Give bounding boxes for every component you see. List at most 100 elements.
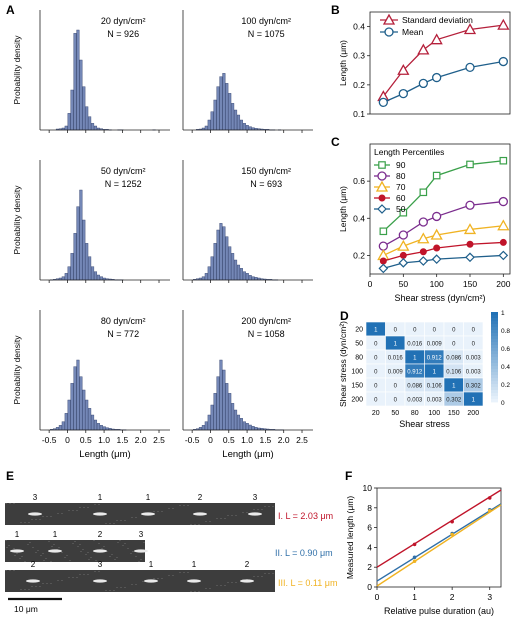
image-noise <box>50 516 52 517</box>
fluorescent-spot <box>187 579 201 583</box>
histogram-bar <box>222 73 226 131</box>
data-point <box>399 208 408 217</box>
data-point <box>418 256 429 266</box>
image-noise <box>98 571 100 572</box>
plot-frame <box>369 143 511 275</box>
histogram-bar <box>79 376 83 431</box>
strip-caption: III. L = 0.11 μm <box>278 578 337 588</box>
colorbar-step <box>491 390 498 394</box>
histogram-bar <box>85 399 89 431</box>
image-strip-3: 2 3 1 1 2 III. L = 0.11 μm <box>5 560 337 592</box>
histogram-bar <box>228 393 232 431</box>
image-noise <box>119 540 121 541</box>
image-noise <box>94 504 96 505</box>
data-point <box>432 171 441 180</box>
histogram-bar <box>207 119 211 131</box>
colorbar-step <box>491 357 498 361</box>
x-tick-label: 1.5 <box>259 435 271 445</box>
histogram-bar <box>79 59 83 131</box>
histogram-bar <box>251 426 255 431</box>
image-noise <box>79 544 81 545</box>
histogram-bar <box>204 421 208 431</box>
histogram-bar <box>88 408 92 431</box>
x-tick-label: 50 <box>399 279 409 289</box>
colorbar-tick-label: 0.4 <box>501 364 510 371</box>
histogram-bar <box>228 93 232 131</box>
image-noise <box>35 519 37 520</box>
image-noise <box>198 524 200 525</box>
image-strip-2: 1 1 2 3 II. L = 0.90 μm <box>5 530 333 562</box>
image-noise <box>135 584 137 585</box>
image-noise <box>90 557 92 558</box>
histogram-bar <box>248 424 252 431</box>
histogram-bar <box>76 29 80 131</box>
fluorescent-spot <box>240 579 254 583</box>
histogram-bar <box>58 425 62 431</box>
image-noise <box>98 543 100 544</box>
heatmap-value: 0 <box>472 328 476 334</box>
y-tick-label: 0.4 <box>353 22 365 32</box>
image-noise <box>153 578 155 579</box>
image-noise <box>95 560 97 561</box>
histogram-bar <box>88 256 92 281</box>
image-noise <box>113 523 115 524</box>
image-noise <box>131 584 133 585</box>
colorbar-step <box>491 345 498 349</box>
colorbar-step <box>491 351 498 355</box>
image-noise <box>264 506 266 507</box>
image-noise <box>179 572 181 573</box>
spot-label: 2 <box>98 530 103 539</box>
x-tick-label: 100 <box>430 279 444 289</box>
image-noise <box>109 556 111 557</box>
histogram-bar <box>67 266 71 281</box>
colorbar-tick-label: 0.6 <box>501 346 510 353</box>
spot-label: 3 <box>139 530 144 539</box>
plot-frame <box>376 487 502 588</box>
image-noise <box>142 581 144 582</box>
histogram-bar <box>93 125 98 131</box>
colorbar-step <box>491 384 498 388</box>
data-point <box>417 232 430 244</box>
image-noise <box>172 575 174 576</box>
image-noise <box>5 570 7 571</box>
data-point <box>497 18 510 30</box>
x-tick-label: 0.5 <box>80 435 92 445</box>
data-point <box>397 239 410 251</box>
image-noise <box>40 555 42 556</box>
histogram-bar <box>201 276 205 281</box>
colorbar-step <box>491 330 498 334</box>
data-point <box>378 97 388 107</box>
image-noise <box>93 540 95 541</box>
y-tick-label: 6 <box>367 523 372 533</box>
colorbar-tick-label: 1 <box>501 310 505 317</box>
strip-caption: II. L = 0.90 μm <box>275 548 333 558</box>
image-noise <box>14 555 16 556</box>
image-noise <box>24 561 26 562</box>
fluorescent-spot <box>144 579 158 583</box>
colorbar-step <box>491 318 498 322</box>
histogram-bar <box>64 273 68 281</box>
image-noise <box>87 574 89 575</box>
histogram-bar <box>73 233 77 281</box>
y-tick-label: 10 <box>363 483 373 493</box>
fluorescent-spot <box>26 579 40 583</box>
image-noise <box>51 546 53 547</box>
fluorescent-spot <box>93 512 107 516</box>
x-tick-label: 1.0 <box>241 435 253 445</box>
image-noise <box>24 589 26 590</box>
strip-caption: I. L = 2.03 μm <box>278 511 333 521</box>
colorbar-step <box>491 363 498 367</box>
image-noise <box>194 524 196 525</box>
histogram-bar <box>234 409 238 431</box>
spot-label: 2 <box>198 493 203 502</box>
image-noise <box>231 515 233 516</box>
panel-letter-a: A <box>6 3 15 17</box>
y-tick-label: 2 <box>367 562 372 572</box>
heatmap-value: 0.086 <box>446 356 462 362</box>
histogram-bar <box>213 393 217 431</box>
image-noise <box>216 518 218 519</box>
heatmap-value: 0 <box>433 328 437 334</box>
legend-marker <box>384 27 394 37</box>
legend-marker <box>378 194 386 202</box>
data-point <box>419 248 427 256</box>
